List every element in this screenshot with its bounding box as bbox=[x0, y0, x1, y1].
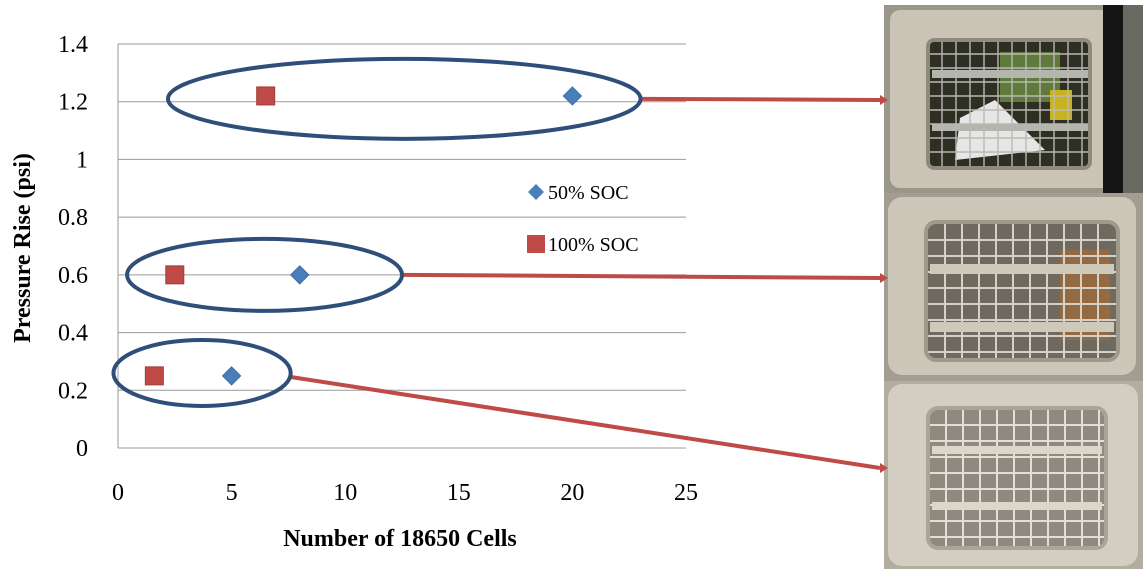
data-points bbox=[144, 86, 583, 386]
group-ellipse-2 bbox=[111, 337, 293, 408]
arrow-line-2 bbox=[290, 374, 881, 470]
x-tick-label: 15 bbox=[447, 480, 471, 506]
group-ellipse-0 bbox=[165, 56, 643, 141]
legend-marker-diamond bbox=[528, 184, 544, 200]
arrow-line-0 bbox=[640, 96, 881, 102]
y-tick-label: 0.6 bbox=[58, 263, 88, 289]
x-axis-title: Number of 18650 Cells bbox=[283, 526, 517, 552]
x-tick-label: 25 bbox=[674, 480, 698, 506]
y-tick-label: 1.4 bbox=[58, 32, 88, 58]
point-series-0-1 bbox=[290, 265, 310, 285]
point-series-1-2 bbox=[144, 366, 164, 386]
x-tick-labels: 0 5 10 15 20 25 bbox=[112, 480, 698, 506]
x-tick-label: 10 bbox=[333, 480, 357, 506]
y-tick-label: 1.2 bbox=[58, 90, 88, 116]
y-tick-label: 0 bbox=[76, 436, 88, 462]
point-series-0-0 bbox=[562, 86, 583, 106]
gridlines bbox=[117, 43, 686, 449]
mesh-grid bbox=[930, 42, 1088, 166]
arrow-head-2 bbox=[880, 463, 888, 473]
y-tick-label: 1 bbox=[76, 147, 88, 173]
legend-marker-square bbox=[527, 235, 545, 253]
y-tick-label: 0.2 bbox=[58, 378, 88, 404]
x-tick-label: 20 bbox=[560, 480, 584, 506]
group-ellipse-1 bbox=[125, 236, 404, 313]
legend: 50% SOC 100% SOC bbox=[527, 182, 639, 256]
x-tick-label: 5 bbox=[226, 480, 238, 506]
legend-item-50-soc: 50% SOC bbox=[528, 182, 629, 204]
point-series-1-0 bbox=[256, 86, 276, 106]
legend-label-100-soc: 100% SOC bbox=[548, 234, 639, 256]
point-series-0-2 bbox=[221, 366, 242, 386]
callout-arrows bbox=[290, 95, 888, 473]
y-tick-label: 0.8 bbox=[58, 205, 88, 231]
y-tick-labels: 0 0.2 0.4 0.6 0.8 1 1.2 1.4 bbox=[58, 32, 88, 462]
point-series-1-1 bbox=[165, 265, 185, 285]
y-tick-label: 0.4 bbox=[58, 321, 88, 347]
legend-item-100-soc: 100% SOC bbox=[527, 234, 639, 256]
vent-grille-photo-1 bbox=[884, 5, 1143, 193]
arrow-line-1 bbox=[401, 272, 881, 280]
x-tick-label: 0 bbox=[112, 480, 124, 506]
arrow-head-1 bbox=[880, 273, 888, 283]
legend-label-50-soc: 50% SOC bbox=[548, 182, 629, 204]
arrow-head-0 bbox=[880, 95, 888, 105]
y-axis-title: Pressure Rise (psi) bbox=[10, 153, 36, 343]
vent-grille-photo-2 bbox=[884, 193, 1143, 381]
group-ellipses bbox=[111, 56, 643, 408]
vent-grille-photo-3 bbox=[884, 381, 1143, 569]
